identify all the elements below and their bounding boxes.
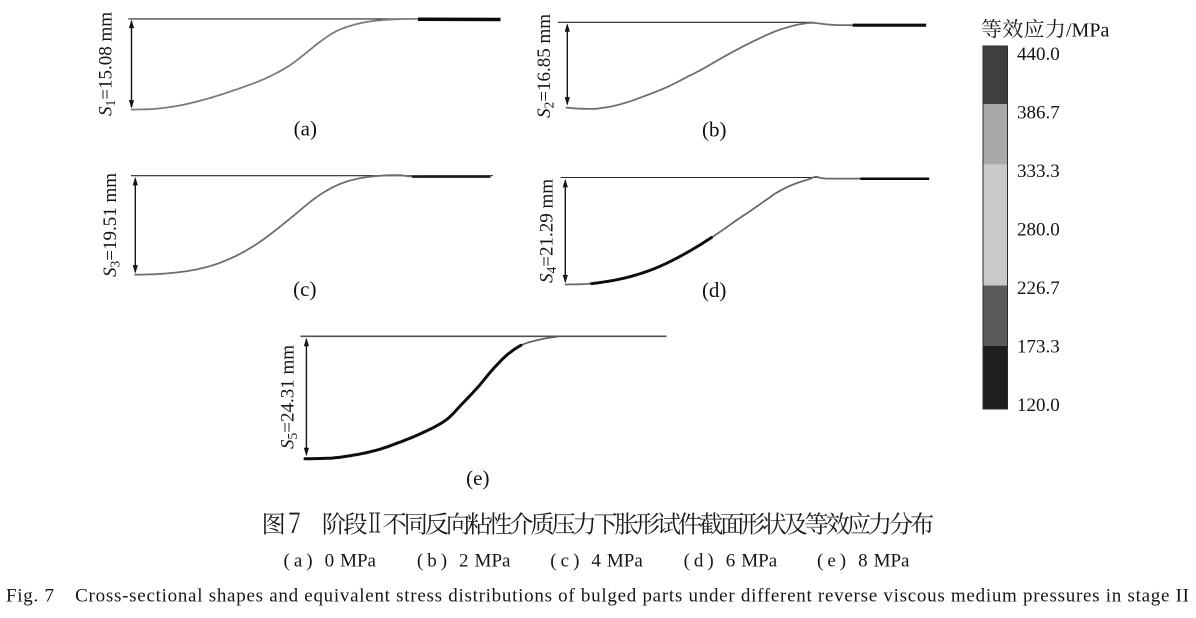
- svg-text:(c): (c): [293, 277, 316, 301]
- svg-text:226.7: 226.7: [1017, 278, 1060, 299]
- svg-text:S3=19.51 mm: S3=19.51 mm: [100, 173, 123, 277]
- svg-text:333.3: 333.3: [1017, 161, 1060, 182]
- svg-text:/MPa: /MPa: [1066, 20, 1109, 42]
- svg-text:(d): (d): [702, 278, 727, 302]
- svg-text:(b): (b): [702, 118, 727, 142]
- svg-text:(a): (a): [294, 117, 317, 141]
- svg-text:S2=16.85 mm: S2=16.85 mm: [534, 14, 557, 118]
- svg-text:S1=15.08 mm: S1=15.08 mm: [96, 12, 119, 116]
- svg-text:S4=21.29 mm: S4=21.29 mm: [537, 179, 560, 283]
- svg-text:173.3: 173.3: [1017, 337, 1060, 358]
- svg-text:386.7: 386.7: [1017, 103, 1060, 124]
- svg-text:Fig. 7 Cross-sectional shapes: Fig. 7 Cross-sectional shapes and equiva…: [6, 585, 1189, 606]
- svg-text:S5=24.31 mm: S5=24.31 mm: [278, 345, 301, 449]
- svg-text:(e): (e): [466, 466, 489, 490]
- svg-text:280.0: 280.0: [1017, 220, 1060, 241]
- svg-text:120.0: 120.0: [1017, 395, 1060, 416]
- svg-text:440.0: 440.0: [1017, 44, 1060, 65]
